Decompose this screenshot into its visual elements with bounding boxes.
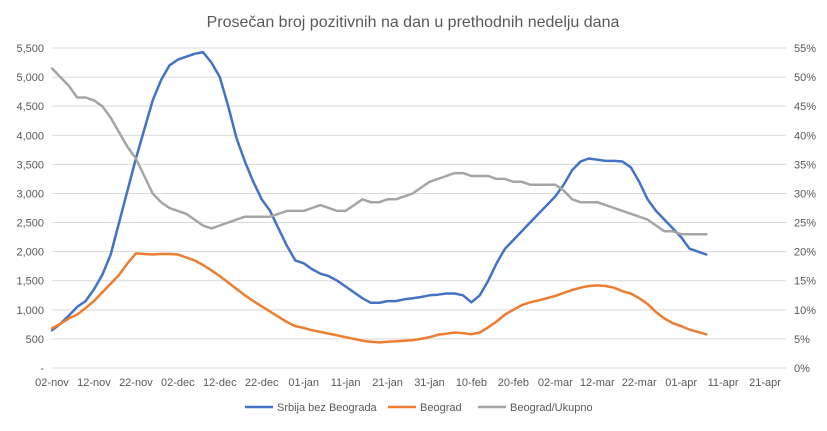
y-left-tick-label: 2,000 (16, 247, 44, 259)
x-tick-label: 22-mar (622, 377, 657, 389)
y-right-tick-label: 45% (794, 101, 816, 113)
x-tick-label: 31-jan (414, 377, 445, 389)
y-right-tick-label: 35% (794, 159, 816, 171)
y-right-tick-label: 10% (794, 305, 816, 317)
x-tick-label: 01-apr (665, 377, 697, 389)
x-tick-label: 22-nov (119, 377, 153, 389)
y-axis-left: - 500 1,000 1,500 2,000 2,500 3,000 3,500 4,000 4… (16, 43, 44, 375)
y-left-tick-label: 3,500 (16, 159, 44, 171)
y-left-tick-label: 1,500 (16, 276, 44, 288)
y-left-tick-label: 1,000 (16, 305, 44, 317)
x-tick-label: 22-dec (245, 377, 279, 389)
x-tick-label: 01-jan (288, 377, 319, 389)
chart-title: Prosečan broj pozitivnih na dan u pretho… (207, 14, 620, 31)
series-line-srbija-bez-beograda (50, 50, 708, 332)
x-tick-label: 11-jan (331, 377, 361, 389)
y-right-tick-label: 20% (794, 247, 816, 259)
legend-label: Beograd/Ukupno (510, 402, 593, 414)
x-tick-label: 02-mar (538, 377, 573, 389)
y-left-tick-label: 500 (26, 334, 44, 346)
legend-label: Srbija bez Beograda (277, 402, 378, 414)
y-left-tick-label: 5,000 (16, 72, 44, 84)
x-axis: 02-nov 12-nov 22-nov 02-dec 12-dec 22-dec 01-j… (35, 367, 786, 389)
y-left-tick-label: 4,500 (16, 101, 44, 113)
x-tick-label: 21-jan (372, 377, 403, 389)
y-left-tick-label: 5,500 (16, 43, 44, 55)
y-right-tick-label: 5% (794, 334, 810, 346)
x-tick-label: 12-mar (580, 377, 615, 389)
series-layer (50, 50, 708, 344)
y-right-tick-label: 55% (794, 43, 816, 55)
x-tick-label: 02-dec (161, 377, 195, 389)
y-left-tick-label: 4,000 (16, 130, 44, 142)
x-tick-label: 10-feb (456, 377, 487, 389)
y-left-tick-label: 3,000 (16, 188, 44, 200)
x-tick-label: 20-feb (498, 377, 529, 389)
legend: Srbija bez Beograda Beograd Beograd/Ukupno (245, 402, 593, 414)
series-line-beograd-ukupno (50, 67, 708, 236)
y-right-tick-label: 50% (794, 72, 816, 84)
x-tick-label: 12-dec (203, 377, 237, 389)
y-right-tick-label: 15% (794, 276, 816, 288)
y-right-tick-label: 30% (794, 188, 816, 200)
y-left-tick-label: 2,500 (16, 218, 44, 230)
grid-layer (52, 47, 786, 369)
series-line-beograd (50, 252, 708, 344)
y-right-tick-label: 25% (794, 218, 816, 230)
y-left-tick-label: - (40, 363, 44, 375)
x-tick-label: 12-nov (77, 377, 111, 389)
y-right-tick-label: 40% (794, 130, 816, 142)
y-axis-right: 0% 5% 10% 15% 20% 25% 30% 35% 40% 45% 50% 55% (794, 43, 816, 375)
y-right-tick-label: 0% (794, 363, 810, 375)
x-tick-label: 02-nov (35, 377, 69, 389)
x-tick-label: 11-apr (708, 377, 739, 389)
legend-label: Beograd (420, 402, 462, 414)
x-tick-label: 21-apr (749, 377, 781, 389)
